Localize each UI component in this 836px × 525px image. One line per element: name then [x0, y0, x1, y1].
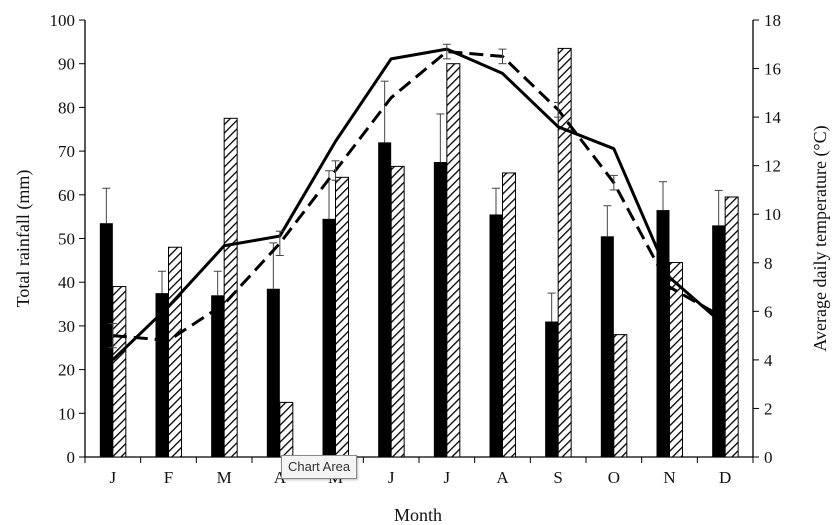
rainfall-bar-solid [712, 225, 726, 457]
temperature-line-solid [111, 47, 727, 361]
x-tick-label: D [719, 468, 731, 487]
x-tick-label: J [444, 468, 451, 487]
rainfall-bar-solid [656, 210, 670, 457]
y-tick-label-right: 10 [764, 205, 781, 224]
y-tick-label-left: 80 [58, 98, 75, 117]
y-tick-label-left: 100 [50, 11, 76, 30]
y-tick-label-left: 50 [58, 230, 75, 249]
x-tick-label: M [217, 468, 232, 487]
y-tick-label-right: 2 [764, 399, 773, 418]
y-tick-label-left: 60 [58, 186, 75, 205]
y-tick-label-right: 4 [764, 351, 773, 370]
y-tick-label-right: 6 [764, 302, 773, 321]
rainfall-bar-solid [266, 288, 280, 457]
rainfall-bar-hatched [390, 165, 405, 458]
rainfall-bar-hatched [613, 334, 628, 458]
rainfall-bar-hatched [446, 63, 461, 458]
rainfall-bar-hatched [724, 196, 739, 458]
rainfall-bar-solid [99, 223, 113, 457]
y-tick-label-left: 0 [67, 448, 76, 467]
chart-area-tooltip: Chart Area [281, 455, 358, 479]
rainfall-bar-hatched [168, 246, 182, 458]
x-tick-label: S [553, 468, 562, 487]
x-axis-title: Month [394, 505, 442, 525]
rainfall-bar-solid [600, 236, 614, 457]
y-tick-label-right: 0 [764, 448, 773, 467]
x-tick-label: N [663, 468, 675, 487]
x-tick-label: J [388, 468, 395, 487]
x-tick-label: A [496, 468, 509, 487]
y-tick-label-right: 12 [764, 157, 781, 176]
y-tick-label-left: 10 [58, 404, 75, 423]
rainfall-bar-solid [322, 218, 336, 457]
y-tick-label-right: 16 [764, 60, 781, 79]
x-tick-label: F [164, 468, 173, 487]
y-tick-label-left: 30 [58, 317, 75, 336]
rainfall-bar-hatched [669, 262, 683, 458]
y-tick-label-left: 40 [58, 273, 75, 292]
rainfall-bar-hatched [557, 47, 572, 458]
x-tick-label: J [110, 468, 117, 487]
y-tick-label-right: 18 [764, 11, 781, 30]
y-tick-label-left: 90 [58, 55, 75, 74]
y-axis-title-left: Total rainfall (mm) [13, 170, 34, 308]
rainfall-bar-hatched [335, 176, 349, 458]
rainfall-bar-hatched [502, 172, 516, 458]
rainfall-bar-solid [489, 214, 503, 457]
temperature-line-dashed [112, 50, 726, 342]
rainfall-bar-solid [433, 162, 447, 457]
rainfall-bar-solid [211, 295, 225, 457]
y-tick-label-left: 70 [58, 142, 75, 161]
x-tick-label: O [608, 468, 620, 487]
rainfall-bar-hatched [112, 286, 127, 458]
y-axis-title-right: Average daily temperature (°C) [810, 125, 831, 351]
rainfall-bar-hatched [223, 117, 238, 458]
rainfall-bar-solid [155, 293, 169, 457]
y-tick-label-right: 8 [764, 254, 773, 273]
rainfall-bar-hatched [279, 401, 294, 458]
y-tick-label-right: 14 [764, 108, 782, 127]
y-tick-label-left: 20 [58, 361, 75, 380]
rainfall-bar-solid [378, 142, 392, 458]
rainfall-bar-solid [545, 321, 559, 457]
